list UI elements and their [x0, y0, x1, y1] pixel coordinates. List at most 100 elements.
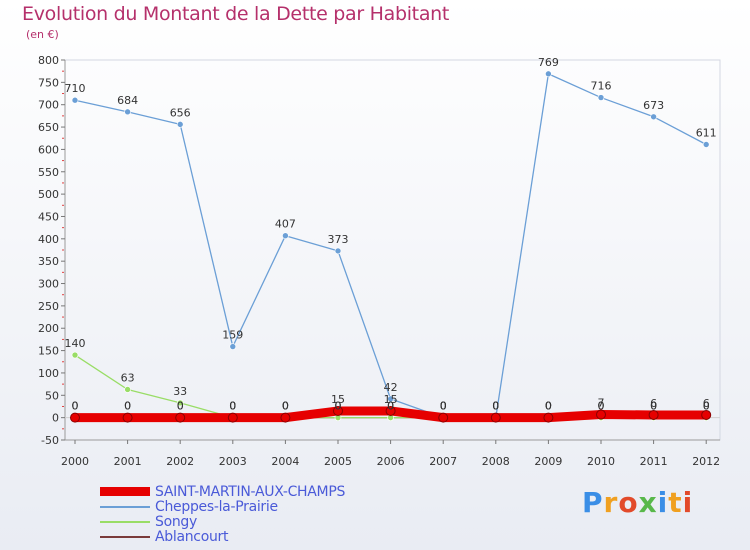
x-tick-label: 2009 — [534, 455, 562, 468]
y-tick-label: 700 — [38, 99, 59, 112]
data-label: 33 — [173, 385, 187, 398]
data-label: 15 — [331, 393, 345, 406]
data-label: 0 — [229, 400, 236, 413]
x-tick-label: 2006 — [377, 455, 405, 468]
x-tick-label: 2002 — [166, 455, 194, 468]
x-tick-label: 2004 — [271, 455, 299, 468]
y-tick-label: 650 — [38, 121, 59, 134]
y-tick-label: 750 — [38, 76, 59, 89]
legend-label-songy: Songy — [155, 514, 197, 530]
data-point — [122, 412, 133, 423]
data-label: 0 — [703, 400, 710, 413]
data-point — [385, 405, 396, 416]
y-tick-label: 100 — [38, 367, 59, 380]
data-label: 0 — [124, 400, 131, 413]
logo-letter: r — [603, 486, 619, 519]
data-label: 710 — [65, 82, 86, 95]
legend-item-saint-martin: SAINT-MARTIN-AUX-CHAMPS — [100, 484, 400, 500]
data-point — [334, 247, 342, 255]
data-point — [648, 409, 659, 420]
x-tick-label: 2007 — [429, 455, 457, 468]
y-tick-label: 550 — [38, 166, 59, 179]
y-tick-label: 350 — [38, 255, 59, 268]
series-line — [74, 73, 707, 419]
data-label: 0 — [335, 400, 342, 413]
data-label: 0 — [387, 400, 394, 413]
data-label: 0 — [492, 400, 499, 413]
data-label: 0 — [492, 400, 499, 413]
data-label: 0 — [124, 400, 131, 413]
legend-swatch-cheppes — [100, 506, 150, 508]
data-label: 407 — [275, 218, 296, 231]
y-tick-label: 0 — [52, 412, 59, 425]
data-label: 716 — [591, 80, 612, 93]
y-tick-label: 250 — [38, 300, 59, 313]
proxiti-logo: Proxiti — [582, 486, 693, 519]
data-label: 0 — [282, 400, 289, 413]
x-tick-label: 2010 — [587, 455, 615, 468]
legend-item-songy: Songy — [100, 514, 400, 530]
legend-label-cheppes: Cheppes-la-Prairie — [155, 499, 278, 515]
legend-label-ablancourt: Ablancourt — [155, 529, 229, 545]
x-tick-label: 2000 — [61, 455, 89, 468]
data-label: 0 — [650, 400, 657, 413]
data-label: 0 — [72, 400, 79, 413]
data-label: 0 — [545, 400, 552, 413]
data-label: 0 — [440, 400, 447, 413]
data-label: 0 — [72, 400, 79, 413]
logo-letter: i — [657, 486, 669, 519]
data-point — [124, 386, 131, 393]
data-label: 42 — [384, 381, 398, 394]
data-point — [543, 412, 554, 423]
data-label: 373 — [328, 233, 349, 246]
y-tick-label: 300 — [38, 278, 59, 291]
data-label: 0 — [492, 400, 499, 413]
legend-label-saint-martin: SAINT-MARTIN-AUX-CHAMPS — [155, 484, 346, 500]
y-tick-label: 450 — [38, 210, 59, 223]
data-label: 684 — [117, 94, 138, 107]
y-tick-label: -50 — [41, 434, 59, 447]
data-point — [70, 412, 80, 423]
data-point — [650, 113, 657, 121]
data-point — [176, 399, 184, 407]
data-point — [333, 405, 343, 416]
data-point — [596, 409, 606, 420]
data-label: 0 — [282, 400, 289, 413]
y-tick-label: 600 — [38, 143, 59, 156]
data-label: 0 — [598, 400, 605, 413]
y-tick-label: 800 — [38, 54, 59, 67]
data-point — [282, 232, 289, 239]
logo-letter: x — [638, 486, 658, 519]
chart-title: Evolution du Montant de la Dette par Hab… — [22, 3, 450, 25]
data-label: 0 — [545, 400, 552, 413]
data-label: 0 — [703, 400, 710, 413]
data-label: 0 — [440, 400, 447, 413]
data-point — [229, 343, 237, 350]
data-label: 140 — [65, 337, 86, 350]
y-tick-label: 400 — [38, 233, 59, 246]
x-tick-label: 2011 — [640, 455, 668, 468]
data-label: 0 — [177, 400, 184, 413]
logo-letter: o — [618, 486, 639, 519]
y-tick-label: 50 — [45, 389, 59, 402]
data-point — [280, 412, 291, 423]
legend-swatch-ablancourt — [100, 536, 150, 538]
data-point — [175, 412, 186, 423]
data-point — [701, 409, 712, 420]
x-tick-label: 2003 — [219, 455, 247, 468]
data-point — [124, 108, 131, 116]
data-point — [597, 94, 605, 101]
data-label: 0 — [650, 400, 657, 413]
data-label: 769 — [538, 56, 559, 69]
x-tick-label: 2008 — [482, 455, 510, 468]
data-label: 15 — [384, 393, 398, 406]
data-point — [702, 141, 710, 148]
data-label: 0 — [229, 400, 236, 413]
x-tick-label: 2001 — [114, 455, 142, 468]
data-label: 0 — [492, 400, 499, 413]
data-label: 0 — [229, 400, 236, 413]
data-label: 0 — [440, 400, 447, 413]
data-label: 159 — [222, 329, 243, 342]
data-label: 0 — [335, 400, 342, 413]
